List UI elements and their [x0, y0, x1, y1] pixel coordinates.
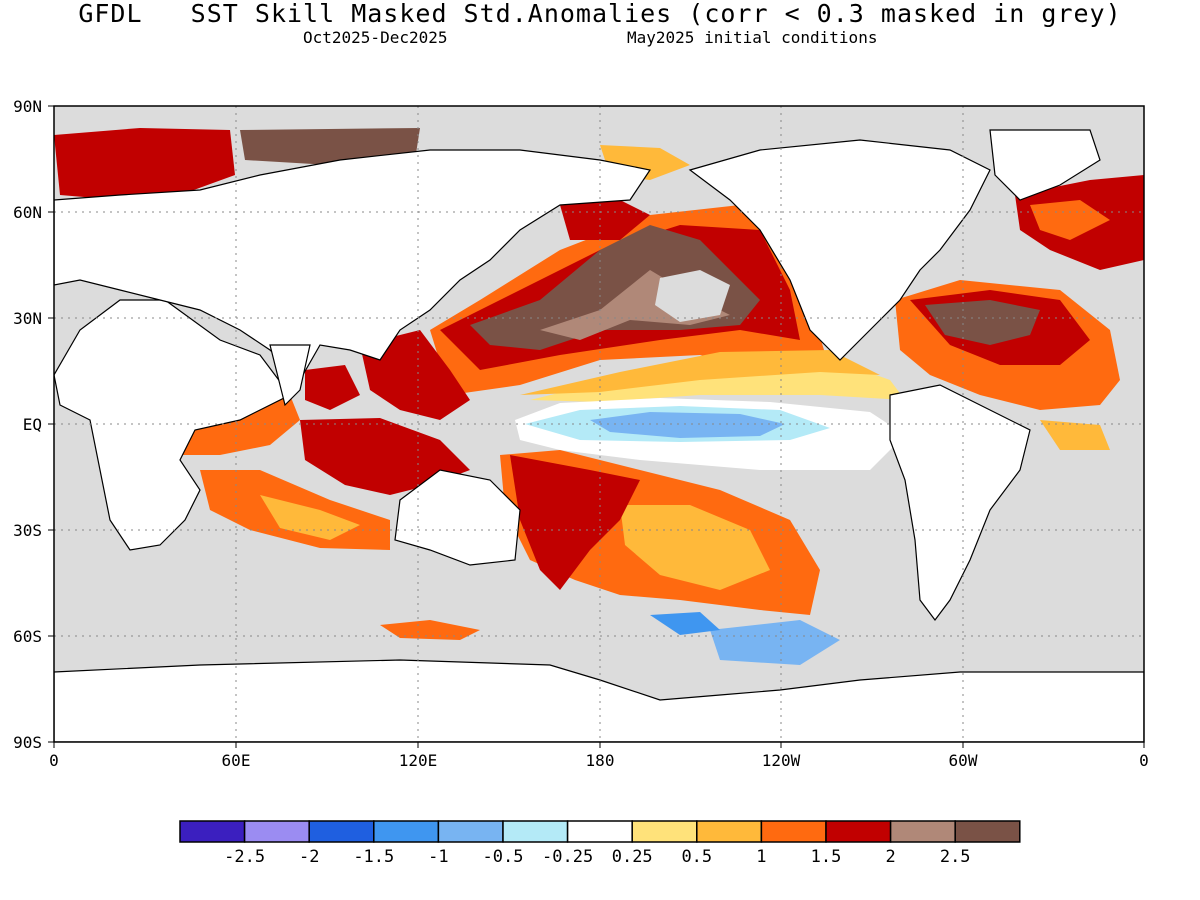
colorbar-bin: [373, 820, 440, 843]
lat-label-60s: 60S: [13, 627, 42, 646]
west-indian-orange: [175, 395, 300, 455]
atlantic-north-orange: [1030, 200, 1110, 240]
land: [54, 129, 1144, 742]
longitude-labels: 0 60E 120E 180 120W 60W 0: [49, 751, 1149, 770]
south-pacific-red: [510, 455, 640, 590]
arctic-north-europe: [54, 128, 235, 200]
lat-label-30n: 30N: [13, 309, 42, 328]
colorbar-bin: [760, 820, 827, 843]
colorbar-bin: [696, 820, 763, 843]
indian-red: [300, 418, 470, 495]
colorbar-tick-label: -0.25: [542, 847, 593, 867]
colorbar-tick-label: 2: [885, 847, 895, 867]
colorbar-tick-label: 0.25: [612, 847, 653, 867]
lon-label-0-east: 0: [1139, 751, 1149, 770]
lon-label-180: 180: [586, 751, 615, 770]
tick-marks: [48, 105, 1145, 748]
colorbar-bin: [631, 820, 698, 843]
tropical-atlantic-orange: [1040, 420, 1110, 450]
colorbar-tick-label: -0.5: [483, 847, 524, 867]
colorbar-tick-label: 1.5: [811, 847, 842, 867]
colorbar-tick-label: 2.5: [940, 847, 971, 867]
graticule: [54, 106, 1144, 742]
greenland: [989, 129, 1101, 201]
forecast-period: Oct2025-Dec2025: [303, 28, 448, 47]
north-pacific-grey-hole: [655, 270, 730, 322]
colorbar-tick-label: -2: [299, 847, 319, 867]
maritime-red: [360, 330, 470, 420]
bering-red: [560, 195, 650, 240]
lat-label-90s: 90S: [13, 733, 42, 752]
north-america: [688, 139, 991, 361]
australia: [394, 469, 521, 566]
colorbar-bin: [308, 820, 375, 843]
lon-label-120e: 120E: [399, 751, 438, 770]
initial-conditions: May2025 initial conditions: [627, 28, 878, 47]
south-america: [889, 384, 1031, 621]
lat-label-eq: EQ: [23, 415, 42, 434]
antarctica: [54, 659, 1144, 742]
colorbar-bin: [566, 820, 633, 843]
colorbar-bin: [954, 820, 1021, 843]
lat-label-90n: 90N: [13, 97, 42, 116]
latitude-labels: 90N 60N 30N EQ 30S 60S 90S: [13, 97, 42, 752]
colorbar-tick-label: 0.5: [681, 847, 712, 867]
north-pacific-tan: [540, 270, 730, 340]
southern-ocean-blue2: [650, 612, 720, 635]
colorbar-tick-label: -2.5: [224, 847, 265, 867]
north-atlantic-brown: [925, 300, 1040, 345]
india: [269, 344, 311, 407]
lon-label-0: 0: [49, 751, 59, 770]
arabian-sea-red: [305, 365, 360, 410]
colorbar-bin: [825, 820, 892, 843]
cold-tongue-blue: [590, 412, 785, 438]
colorbar-bin: [243, 820, 310, 843]
southern-ocean-orange: [380, 620, 480, 640]
anomaly-field: [54, 128, 1144, 742]
colorbar-bin: [889, 820, 956, 843]
pacific-orange-band: [520, 350, 880, 395]
southern-ocean-blue: [710, 620, 840, 665]
colorbar-bin: [502, 820, 569, 843]
lat-label-60n: 60N: [13, 203, 42, 222]
colorbar-bin: [437, 820, 504, 843]
colorbar-bin: [179, 820, 246, 843]
eurasia: [54, 149, 651, 381]
map-title: GFDL SST Skill Masked Std.Anomalies (cor…: [78, 0, 1122, 28]
colorbar: -2.5 -2 -1.5 -1 -0.5 -0.25 0.25 0.5 1 1.5 2 2.5: [179, 820, 1021, 867]
lon-label-60w: 60W: [949, 751, 978, 770]
south-pacific-yellow: [620, 505, 770, 590]
lon-label-60e: 60E: [222, 751, 251, 770]
africa: [54, 299, 291, 551]
lat-label-30s: 30S: [13, 521, 42, 540]
colorbar-tick-label: -1: [428, 847, 448, 867]
colorbar-tick-label: -1.5: [353, 847, 394, 867]
colorbar-tick-label: 1: [756, 847, 766, 867]
indian-yellow: [260, 495, 360, 540]
lon-label-120w: 120W: [762, 751, 801, 770]
